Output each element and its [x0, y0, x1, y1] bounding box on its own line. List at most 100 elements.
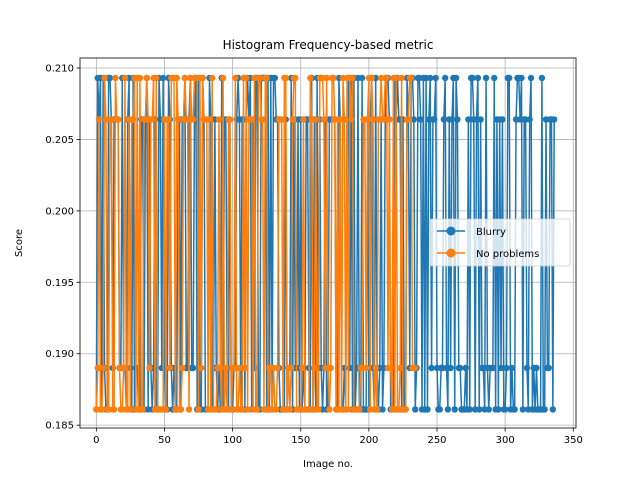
data-point [485, 406, 492, 413]
data-point [274, 364, 281, 372]
data-point [440, 116, 448, 123]
data-point [358, 74, 366, 82]
data-point [444, 406, 452, 413]
data-point [326, 406, 333, 413]
data-point [181, 74, 189, 82]
x-tick-label: 300 [496, 435, 515, 446]
data-point [495, 406, 502, 413]
data-point [278, 116, 285, 123]
data-point [497, 364, 505, 372]
data-point [222, 364, 229, 372]
data-point [327, 364, 334, 372]
y-tick-label: 0.200 [45, 206, 74, 217]
legend-marker-blurry [446, 226, 456, 236]
y-axis-label: Score [14, 229, 25, 257]
data-point [476, 406, 483, 413]
data-point [230, 364, 238, 372]
data-point [432, 74, 439, 82]
y-axis: 0.185 0.190 0.195 0.200 0.205 0.210 [45, 64, 80, 432]
data-point [447, 364, 454, 372]
data-point [501, 406, 509, 413]
x-tick-label: 200 [359, 435, 378, 446]
data-point [153, 74, 160, 82]
data-point [448, 116, 456, 123]
data-point [213, 406, 220, 413]
data-point [307, 74, 314, 82]
data-point [372, 364, 379, 372]
data-point [465, 116, 472, 123]
y-tick-label: 0.190 [45, 349, 74, 360]
data-point [506, 74, 513, 82]
data-point [368, 74, 375, 82]
data-point [312, 116, 319, 123]
data-point [101, 74, 108, 82]
data-point [149, 116, 156, 123]
data-point [253, 406, 261, 413]
data-point [518, 74, 525, 82]
data-point [405, 116, 412, 123]
data-point [526, 116, 533, 123]
data-point [373, 406, 381, 413]
x-tick-label: 350 [564, 435, 583, 446]
axes-frame [79, 57, 577, 429]
data-point [185, 406, 193, 413]
data-point [538, 74, 546, 82]
data-point [243, 74, 250, 82]
data-point [289, 116, 296, 123]
data-point [503, 364, 510, 372]
data-point [189, 116, 197, 123]
data-point [248, 116, 255, 123]
data-point [379, 406, 386, 413]
data-point [469, 74, 476, 82]
data-point [474, 74, 482, 82]
series-no-problems [93, 74, 419, 413]
data-point [431, 116, 438, 123]
data-point [99, 364, 107, 372]
data-point [369, 116, 377, 123]
data-point [139, 406, 146, 413]
plot-area [93, 74, 558, 413]
data-point [219, 74, 227, 82]
data-point [427, 74, 434, 82]
data-point [189, 364, 197, 372]
data-point [112, 74, 119, 82]
data-point [320, 116, 328, 123]
data-point [452, 74, 460, 82]
legend: Blurry No problems [429, 218, 571, 267]
data-point [259, 116, 266, 123]
data-point [129, 116, 137, 123]
data-point [477, 116, 484, 123]
data-point [489, 364, 497, 372]
data-point [402, 406, 409, 413]
data-point [398, 74, 405, 82]
data-point [466, 406, 473, 413]
data-point [349, 74, 356, 82]
data-point [159, 74, 167, 82]
data-point [364, 116, 371, 123]
data-point [519, 406, 527, 413]
data-point [412, 364, 419, 372]
data-point [162, 406, 170, 413]
data-point [110, 406, 118, 413]
data-point [407, 74, 415, 82]
data-point [106, 74, 114, 82]
data-point [94, 364, 101, 372]
y-tick-label: 0.205 [45, 135, 74, 146]
data-point [330, 74, 337, 82]
data-point [271, 74, 279, 82]
data-point [174, 116, 182, 123]
data-point [121, 74, 129, 82]
data-point [441, 74, 449, 82]
data-point [298, 364, 306, 372]
data-point [527, 74, 535, 82]
data-point [166, 364, 174, 372]
y-tick-label: 0.185 [45, 421, 74, 432]
data-point [300, 116, 307, 123]
data-point [428, 364, 435, 372]
data-point [263, 74, 270, 82]
x-tick-label: 100 [223, 435, 242, 446]
data-point [424, 406, 431, 413]
y-tick-label: 0.195 [45, 278, 74, 289]
data-point [98, 406, 106, 413]
data-point [533, 364, 540, 372]
